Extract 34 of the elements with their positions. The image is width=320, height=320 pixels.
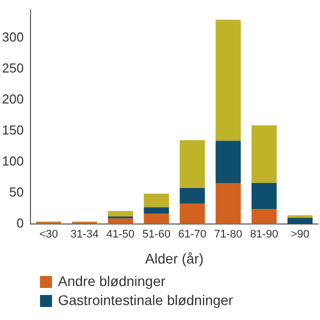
bar: [287, 218, 313, 224]
bar: [216, 183, 241, 224]
y-tick-label: 200: [2, 91, 24, 106]
bar: [216, 140, 241, 184]
y-tick-label: 50: [9, 184, 24, 200]
x-tick-label: 71-80: [214, 228, 242, 241]
x-axis-title: Alder (år): [145, 250, 204, 266]
legend-label: Gastrointestinale blødninger: [58, 291, 234, 310]
bar: [108, 210, 134, 217]
x-tick-label: 51-60: [142, 228, 170, 241]
bar: [180, 204, 205, 224]
y-tick-label: 100: [2, 153, 24, 168]
bar: [216, 20, 241, 141]
bar: [252, 183, 277, 210]
y-tick-label: 0: [16, 216, 24, 231]
x-tick-label: 31-34: [70, 228, 99, 241]
bar: [144, 207, 169, 214]
bar: [252, 125, 277, 184]
bar: [180, 188, 205, 204]
bar: [180, 140, 205, 188]
y-tick-label: 300: [2, 29, 24, 44]
y-tick-label: 250: [2, 60, 24, 76]
legend-label: Andre blødninger: [58, 272, 166, 291]
bar: [144, 213, 169, 224]
x-tick-label: 81-90: [250, 228, 278, 241]
bar: [287, 215, 313, 218]
x-tick-label: 61-70: [178, 228, 206, 241]
x-tick-label: <30: [39, 228, 58, 241]
y-tick-label: 150: [2, 122, 24, 138]
x-tick-label: 41-50: [106, 228, 135, 241]
bar: [144, 194, 169, 208]
bar: [108, 218, 134, 224]
x-tick-label: >90: [290, 228, 310, 241]
bar: [252, 209, 277, 224]
